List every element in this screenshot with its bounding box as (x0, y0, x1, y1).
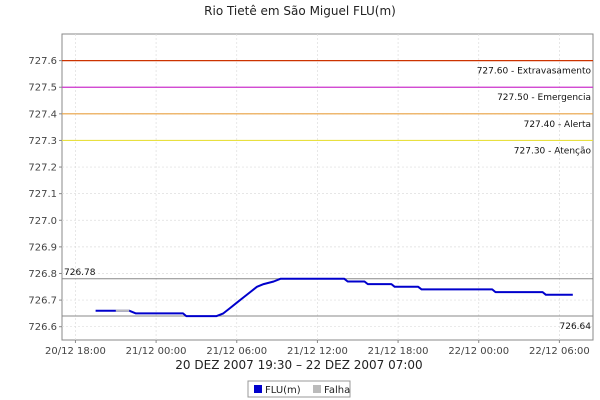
threshold-lines: 727.60 - Extravasamento 727.50 - Emergenc… (62, 60, 593, 156)
y-axis: 726.6 726.7 726.8 726.9 727.0 727.1 727.2 727.3… (28, 56, 62, 333)
y-tick-label: 726.7 (28, 296, 57, 307)
y-tick-label: 727.6 (28, 56, 57, 67)
chart-title: Rio Tietê em São Miguel FLU(m) (204, 4, 396, 18)
x-axis: 20/12 18:00 21/12 00:00 21/12 06:00 21/12 1… (45, 340, 590, 357)
x-tick-label: 21/12 18:00 (368, 346, 429, 357)
x-tick-label: 21/12 06:00 (206, 346, 267, 357)
extreme-label: 726.78 (64, 268, 96, 278)
x-tick-label: 22/12 06:00 (529, 346, 590, 357)
threshold-label: 727.50 - Emergencia (497, 93, 591, 103)
legend-box (247, 380, 351, 398)
y-tick-label: 727.0 (28, 216, 57, 227)
plot-area (61, 33, 594, 341)
y-tick-label: 726.8 (28, 269, 57, 280)
threshold-label: 727.60 - Extravasamento (477, 67, 592, 77)
y-tick-label: 726.9 (28, 242, 57, 253)
y-tick-label: 727.5 (28, 83, 57, 94)
y-tick-label: 727.3 (28, 136, 57, 147)
series-line-flu-m- (95, 277, 573, 318)
x-tick-label: 20/12 18:00 (45, 346, 106, 357)
x-tick-label: 21/12 00:00 (126, 346, 187, 357)
extreme-label: 726.64 (560, 322, 592, 332)
x-tick-label: 22/12 00:00 (448, 346, 509, 357)
y-tick-label: 727.1 (28, 189, 57, 200)
threshold-label: 727.40 - Alerta (524, 120, 591, 130)
legend-item-label: Falha (324, 385, 350, 396)
legend-item-label: FLU(m) (265, 385, 301, 396)
y-tick-label: 726.6 (28, 322, 57, 333)
y-tick-label: 727.4 (28, 109, 57, 120)
x-axis-label: 20 DEZ 2007 19:30 – 22 DEZ 2007 07:00 (175, 358, 422, 372)
legend-swatch (313, 385, 321, 393)
y-tick-label: 727.2 (28, 163, 57, 174)
threshold-label: 727.30 - Atenção (514, 146, 592, 156)
x-tick-label: 21/12 12:00 (287, 346, 348, 357)
series-group (95, 277, 573, 318)
legend-swatch (254, 385, 262, 393)
legend: FLU(m) Falha (247, 380, 351, 398)
